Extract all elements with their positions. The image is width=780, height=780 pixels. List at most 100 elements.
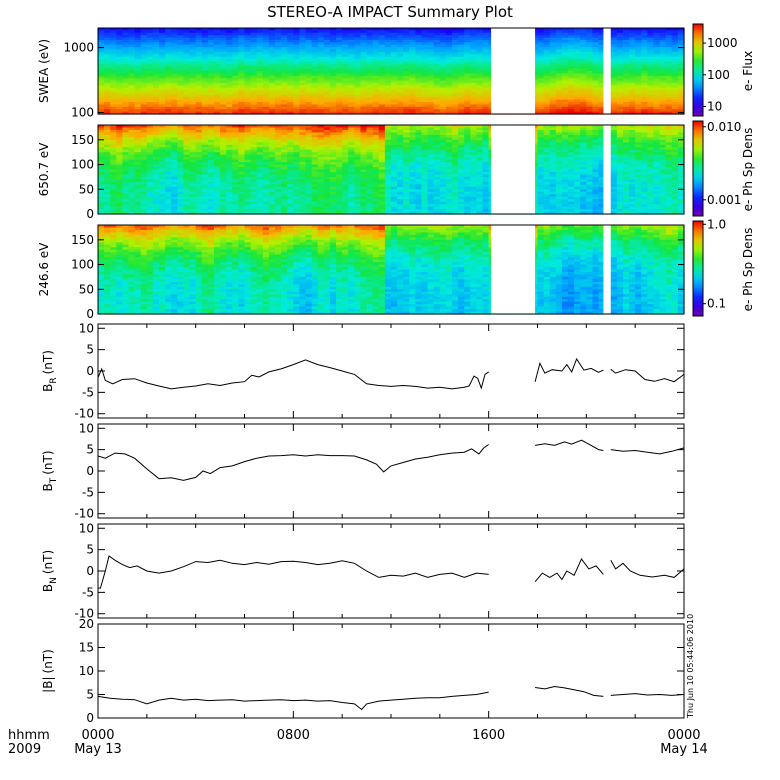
colorbar-tick-label: 100 bbox=[707, 68, 730, 82]
y-axis-label-main: |B| bbox=[41, 676, 55, 692]
x-tick-label: 0800 bbox=[277, 728, 310, 743]
y-tick-label: 20 bbox=[79, 617, 94, 631]
y-tick-label: 0 bbox=[86, 464, 94, 478]
colorbar-label: e- Ph Sp Dens bbox=[741, 228, 755, 312]
panel-frame bbox=[97, 323, 685, 419]
data-gap bbox=[603, 28, 611, 114]
series-line-segment-1 bbox=[534, 558, 604, 583]
data-gap bbox=[491, 28, 536, 114]
colorbar-label: e- Flux bbox=[741, 51, 755, 91]
y-tick-label: -10 bbox=[74, 407, 94, 421]
line-panel-BN: -10 -5 0 5 10 BN (nT) bbox=[41, 521, 685, 621]
y-tick-label: 150 bbox=[71, 133, 94, 147]
y-tick-label: 10 bbox=[79, 421, 94, 435]
y-tick-label: 0 bbox=[86, 207, 94, 221]
line-panel-BR: -10 -5 0 5 10 BR (nT) bbox=[41, 321, 685, 421]
data-gap bbox=[491, 225, 536, 314]
y-tick-label: 10 bbox=[79, 521, 94, 535]
y-axis-label: 650.7 eV bbox=[37, 142, 51, 197]
y-tick-label: 5 bbox=[86, 543, 94, 557]
y-axis-label-subscript: N bbox=[49, 577, 59, 584]
y-tick-label: 0 bbox=[86, 307, 94, 321]
x-tick-date-label: May 13 bbox=[74, 742, 122, 757]
y-axis-label-main: B bbox=[41, 384, 55, 392]
data-gap bbox=[603, 225, 611, 314]
y-axis-label-unit: (nT) bbox=[41, 649, 55, 673]
series-line-segment-2 bbox=[610, 560, 685, 578]
colorbar bbox=[692, 120, 704, 217]
y-tick-label: 100 bbox=[71, 258, 94, 272]
y-tick-label: 5 bbox=[86, 688, 94, 702]
y-tick-label: 5 bbox=[86, 443, 94, 457]
x-title-bottom: 2009 bbox=[8, 742, 41, 757]
y-tick-label: 50 bbox=[79, 282, 94, 296]
y-axis-label-main: B bbox=[41, 483, 55, 491]
y-axis-label: BR (nT) bbox=[41, 350, 59, 392]
y-axis-label: SWEA (eV) bbox=[37, 39, 51, 103]
series-line-segment-2 bbox=[610, 368, 685, 383]
x-tick-label: 0000 bbox=[81, 728, 114, 743]
series-line-segment-1 bbox=[535, 439, 604, 451]
x-tick-date-label: May 14 bbox=[660, 742, 708, 757]
series-line-segment-1 bbox=[534, 357, 604, 382]
line-panel-Btot: 0 5 10 15 20 |B| (nT) bbox=[41, 617, 685, 725]
y-axis-label-subscript: T bbox=[49, 477, 59, 484]
panel-frame bbox=[97, 124, 685, 215]
colorbar bbox=[692, 220, 704, 317]
y-axis-label: 246.6 eV bbox=[37, 242, 51, 297]
y-tick-label: 100 bbox=[71, 106, 94, 120]
y-tick-label: -5 bbox=[82, 585, 94, 599]
panel-frame bbox=[97, 423, 685, 519]
y-tick-label: 1000 bbox=[63, 41, 94, 55]
series-line-segment-0 bbox=[98, 555, 489, 589]
series-line-segment-2 bbox=[610, 447, 685, 455]
colorbar-tick-label: 10 bbox=[707, 99, 722, 113]
y-tick-label: 100 bbox=[71, 158, 94, 172]
data-gap bbox=[491, 125, 536, 214]
y-axis-label: BT (nT) bbox=[41, 450, 59, 491]
y-tick-label: 10 bbox=[79, 664, 94, 678]
colorbar-tick-label: 1000 bbox=[707, 36, 738, 50]
x-tick-label: 0000 bbox=[667, 728, 700, 743]
colorbar-label: e- Ph Sp Dens bbox=[741, 128, 755, 212]
colorbar-tick-label: 0.010 bbox=[707, 120, 741, 134]
y-axis-label: BN (nT) bbox=[41, 550, 59, 592]
data-gap bbox=[603, 125, 611, 214]
y-axis-label-subscript: R bbox=[49, 377, 59, 383]
series-line-segment-0 bbox=[97, 691, 489, 711]
panel-frame bbox=[97, 27, 685, 115]
x-title-top: hhmm bbox=[8, 728, 50, 743]
colorbar-tick-label: 0.1 bbox=[707, 297, 726, 311]
plot-title: STEREO-A IMPACT Summary Plot bbox=[267, 3, 513, 21]
y-tick-label: 0 bbox=[86, 364, 94, 378]
y-tick-label: -5 bbox=[82, 385, 94, 399]
colorbar-tick-label: 1.0 bbox=[707, 217, 726, 231]
series-line-segment-0 bbox=[97, 444, 489, 481]
series-line-segment-0 bbox=[97, 359, 489, 390]
spectrogram-panel-pad-246: 0 50 100 150 246.6 eV 0.1 1.0 e- Ph Sp Dens bbox=[37, 217, 755, 321]
y-tick-label: 10 bbox=[79, 321, 94, 335]
y-tick-label: 50 bbox=[79, 182, 94, 196]
series-line-segment-2 bbox=[610, 693, 685, 696]
y-tick-label: 0 bbox=[86, 564, 94, 578]
y-axis-label: |B| (nT) bbox=[41, 649, 55, 693]
timestamp-label: Thu Jun 10 05:44:06 2010 bbox=[686, 614, 695, 719]
y-tick-label: -10 bbox=[74, 507, 94, 521]
y-axis-label-unit: (nT) bbox=[41, 550, 55, 574]
y-tick-label: -10 bbox=[74, 607, 94, 621]
panel-frame bbox=[97, 623, 685, 719]
y-axis-label-unit: (nT) bbox=[41, 450, 55, 474]
panel-frame bbox=[97, 224, 685, 315]
colorbar bbox=[692, 23, 704, 117]
y-tick-label: 0 bbox=[86, 711, 94, 725]
y-tick-label: 15 bbox=[79, 641, 94, 655]
y-tick-label: 5 bbox=[86, 343, 94, 357]
y-tick-label: -5 bbox=[82, 485, 94, 499]
x-tick-label: 1600 bbox=[472, 728, 505, 743]
y-axis-label-main: B bbox=[41, 584, 55, 592]
panel-frame bbox=[97, 523, 685, 619]
y-axis-label-unit: (nT) bbox=[41, 350, 55, 374]
